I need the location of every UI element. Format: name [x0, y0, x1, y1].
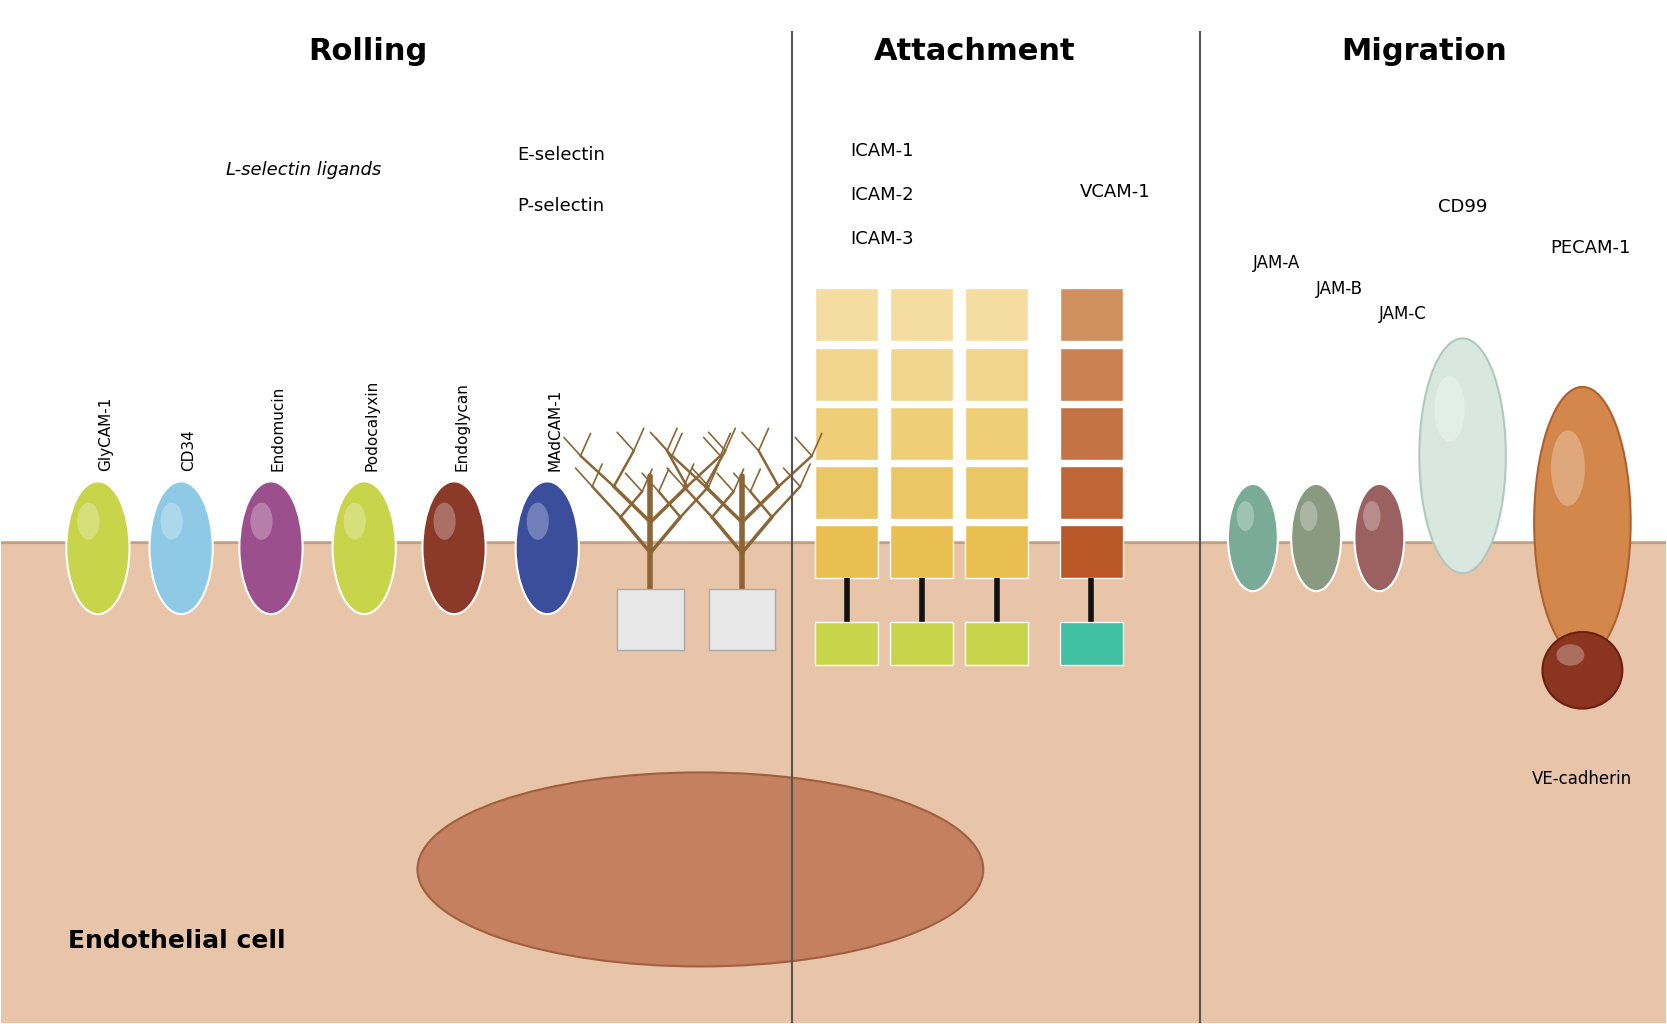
Ellipse shape: [333, 481, 395, 614]
Bar: [965, 623, 1029, 666]
Ellipse shape: [417, 772, 984, 967]
Bar: [965, 407, 1029, 460]
Text: MAdCAM-1: MAdCAM-1: [547, 389, 562, 471]
Ellipse shape: [160, 503, 183, 540]
Bar: [890, 289, 954, 341]
Ellipse shape: [433, 503, 455, 540]
Bar: [815, 466, 879, 519]
Ellipse shape: [77, 503, 100, 540]
Ellipse shape: [1292, 484, 1340, 591]
Ellipse shape: [1542, 632, 1622, 709]
Bar: [815, 347, 879, 400]
Text: Podocalyxin: Podocalyxin: [363, 380, 378, 471]
Ellipse shape: [67, 481, 130, 614]
Ellipse shape: [343, 503, 365, 540]
Bar: [890, 466, 954, 519]
Ellipse shape: [527, 503, 548, 540]
Text: JAM-A: JAM-A: [1254, 254, 1300, 272]
Bar: [708, 589, 775, 650]
Bar: [617, 589, 683, 650]
Bar: [815, 525, 879, 579]
Text: L-selectin ligands: L-selectin ligands: [227, 161, 382, 179]
Text: Rolling: Rolling: [308, 37, 427, 67]
Ellipse shape: [1434, 376, 1465, 441]
Text: Endothelial cell: Endothelial cell: [68, 929, 285, 953]
Bar: [965, 347, 1029, 400]
Text: CD99: CD99: [1439, 198, 1487, 216]
Ellipse shape: [1300, 501, 1317, 531]
Bar: [1060, 525, 1124, 579]
Text: ICAM-2: ICAM-2: [850, 185, 914, 204]
Bar: [1060, 289, 1124, 341]
Ellipse shape: [1534, 387, 1630, 657]
Text: VE-cadherin: VE-cadherin: [1532, 770, 1632, 787]
Bar: [965, 289, 1029, 341]
Bar: [815, 289, 879, 341]
FancyBboxPatch shape: [0, 543, 1667, 1024]
Ellipse shape: [1354, 484, 1404, 591]
Bar: [815, 623, 879, 666]
Text: Endomucin: Endomucin: [272, 386, 287, 471]
Bar: [965, 525, 1029, 579]
Bar: [890, 623, 954, 666]
Text: JAM-B: JAM-B: [1317, 280, 1364, 298]
Text: PECAM-1: PECAM-1: [1550, 239, 1630, 257]
Text: E-selectin: E-selectin: [517, 145, 605, 164]
Ellipse shape: [250, 503, 273, 540]
Ellipse shape: [1557, 644, 1584, 666]
Bar: [1060, 347, 1124, 400]
Text: P-selectin: P-selectin: [517, 197, 605, 215]
Ellipse shape: [515, 481, 578, 614]
Bar: [1060, 407, 1124, 460]
Text: VCAM-1: VCAM-1: [1080, 182, 1150, 201]
Ellipse shape: [1550, 430, 1585, 506]
Text: CD34: CD34: [182, 429, 197, 471]
Bar: [890, 407, 954, 460]
Bar: [815, 407, 879, 460]
Bar: [965, 466, 1029, 519]
Text: Migration: Migration: [1342, 37, 1507, 67]
Text: Endoglycan: Endoglycan: [453, 382, 468, 471]
Bar: [1060, 466, 1124, 519]
Bar: [1060, 623, 1124, 666]
Text: JAM-C: JAM-C: [1379, 305, 1427, 324]
Ellipse shape: [1419, 338, 1505, 573]
Text: ICAM-3: ICAM-3: [850, 229, 914, 248]
Bar: [890, 525, 954, 579]
Ellipse shape: [422, 481, 485, 614]
Ellipse shape: [1229, 484, 1279, 591]
Text: ICAM-1: ICAM-1: [850, 141, 914, 160]
Bar: [890, 347, 954, 400]
Ellipse shape: [150, 481, 213, 614]
Ellipse shape: [240, 481, 303, 614]
Ellipse shape: [1364, 501, 1380, 531]
Ellipse shape: [1237, 501, 1254, 531]
Text: Attachment: Attachment: [874, 37, 1075, 67]
Text: GlyCAM-1: GlyCAM-1: [98, 396, 113, 471]
